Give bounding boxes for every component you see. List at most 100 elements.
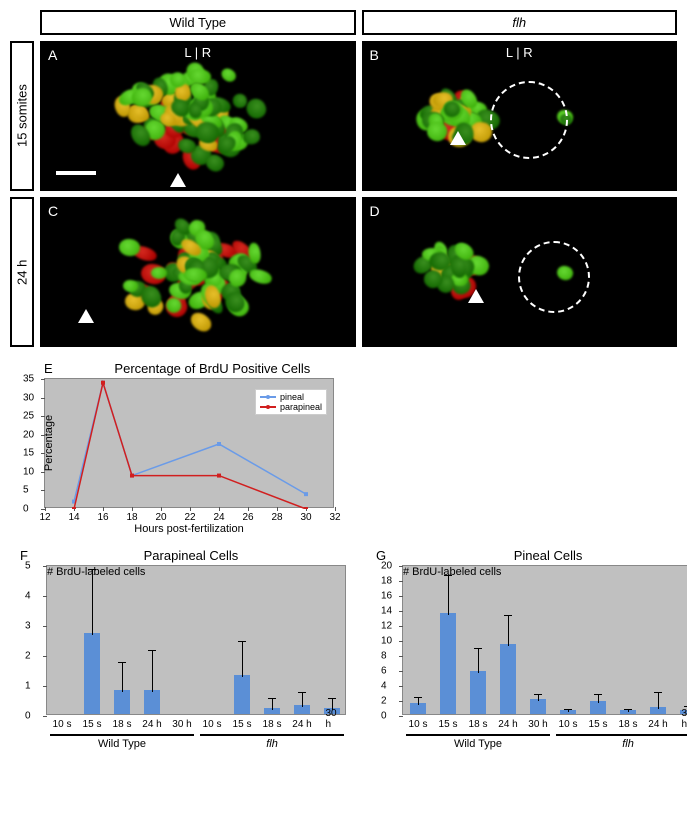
- section-label-e: E: [44, 361, 53, 376]
- dashed-circle-annotation: [490, 81, 568, 159]
- ytick-label: 14: [381, 606, 392, 617]
- x-axis-label: Hours post-fertilization: [134, 523, 243, 535]
- ytick-label: 18: [381, 576, 392, 587]
- ytick-label: 16: [381, 591, 392, 602]
- micrograph-panel-b: B L | R: [362, 41, 678, 191]
- legend-label: pineal: [280, 392, 304, 402]
- micrograph-grid: Wild Type flh 15 somites AL | R BL | R 2…: [10, 10, 677, 347]
- arrowhead-icon: [468, 289, 484, 303]
- lr-label: L | R: [506, 45, 533, 60]
- xtick-label: 10 s: [409, 719, 428, 730]
- ytick-label: 8: [381, 651, 387, 662]
- ytick-label: 30: [23, 392, 34, 403]
- group-label: flh: [622, 738, 634, 750]
- bar: [144, 690, 160, 714]
- xtick-label: 18 s: [619, 719, 638, 730]
- xtick-label: 15 s: [83, 719, 102, 730]
- xtick-label: 10 s: [203, 719, 222, 730]
- xtick-label: 16: [97, 512, 108, 523]
- xtick-label: 12: [39, 512, 50, 523]
- ytick-label: 20: [23, 429, 34, 440]
- ytick-label: 0: [23, 504, 29, 515]
- xtick-label: 15 s: [589, 719, 608, 730]
- ytick-label: 15: [23, 448, 34, 459]
- bar: [84, 633, 100, 714]
- bar: [470, 671, 486, 714]
- xtick-label: 26: [242, 512, 253, 523]
- xtick-label: 28: [271, 512, 282, 523]
- bar: [114, 690, 130, 714]
- bar-plot: 01234510 s15 s18 s24 h30 h10 s15 s18 s24…: [46, 565, 346, 715]
- xtick-label: 22: [184, 512, 195, 523]
- chart-e-block: E Percentage of BrdU Positive Cells 0510…: [44, 361, 364, 508]
- xtick-label: 14: [68, 512, 79, 523]
- ytick-label: 10: [23, 466, 34, 477]
- legend-label: parapineal: [280, 402, 322, 412]
- bar-row: FParapineal Cells01234510 s15 s18 s24 h3…: [20, 548, 677, 715]
- panel-label: B: [370, 47, 379, 63]
- xtick-label: 18: [126, 512, 137, 523]
- ytick-label: 25: [23, 411, 34, 422]
- ytick-label: 6: [381, 666, 387, 677]
- ytick-label: 5: [25, 561, 31, 572]
- ytick-label: 0: [25, 711, 31, 722]
- xtick-label: 30 h: [326, 708, 339, 730]
- group-label: Wild Type: [454, 738, 502, 750]
- ytick-label: 5: [23, 485, 29, 496]
- ytick-label: 12: [381, 621, 392, 632]
- y-axis-label: Percentage: [43, 415, 55, 471]
- scale-bar: [56, 171, 96, 175]
- xtick-label: 15 s: [439, 719, 458, 730]
- xtick-label: 18 s: [263, 719, 282, 730]
- xtick-label: 30 h: [682, 708, 687, 730]
- panel-label: C: [48, 203, 58, 219]
- bar: [530, 699, 546, 714]
- arrowhead-icon: [170, 173, 186, 187]
- ytick-label: 3: [25, 621, 31, 632]
- xtick-label: 10 s: [53, 719, 72, 730]
- ytick-label: 1: [25, 681, 31, 692]
- row-header-24h: 24 h: [10, 197, 34, 347]
- panel-label: A: [48, 47, 57, 63]
- ytick-label: 35: [23, 374, 34, 385]
- micrograph-panel-a: AL | R: [40, 41, 356, 191]
- arrowhead-icon: [450, 131, 466, 145]
- xtick-label: 20: [155, 512, 166, 523]
- chart-title: Parapineal Cells: [36, 548, 346, 563]
- xtick-label: 32: [329, 512, 340, 523]
- xtick-label: 24: [213, 512, 224, 523]
- chart-title: Pineal Cells: [394, 548, 687, 563]
- ytick-label: 4: [381, 681, 387, 692]
- xtick-label: 30: [300, 512, 311, 523]
- bar: [500, 644, 516, 714]
- arrowhead-icon: [78, 309, 94, 323]
- ytick-label: 2: [381, 696, 387, 707]
- xtick-label: 24 h: [142, 719, 161, 730]
- chart-legend: pinealparapineal: [255, 389, 327, 415]
- xtick-label: 10 s: [559, 719, 578, 730]
- xtick-label: 18 s: [469, 719, 488, 730]
- col-header-wt: Wild Type: [40, 10, 356, 35]
- bar: [440, 613, 456, 714]
- bar-plot: 0246810121416182010 s15 s18 s24 h30 h10 …: [402, 565, 687, 715]
- ytick-label: 10: [381, 636, 392, 647]
- chart-g-block: GPineal Cells0246810121416182010 s15 s18…: [376, 548, 687, 715]
- xtick-label: 24 h: [292, 719, 311, 730]
- chart-e-plot: 051015202530351214161820222426283032Perc…: [44, 378, 334, 508]
- xtick-label: 24 h: [498, 719, 517, 730]
- panel-label: D: [370, 203, 380, 219]
- xtick-label: 18 s: [113, 719, 132, 730]
- y-axis-label: # BrdU-labeled cells: [403, 566, 687, 578]
- xtick-label: 30 h: [528, 719, 547, 730]
- xtick-label: 30 h: [172, 719, 191, 730]
- ytick-label: 0: [381, 711, 387, 722]
- bar: [234, 675, 250, 714]
- xtick-label: 24 h: [648, 719, 667, 730]
- micrograph-panel-d: D: [362, 197, 678, 347]
- group-label: flh: [266, 738, 278, 750]
- micrograph-panel-c: C: [40, 197, 356, 347]
- ytick-label: 20: [381, 561, 392, 572]
- row-header-15s: 15 somites: [10, 41, 34, 191]
- group-label: Wild Type: [98, 738, 146, 750]
- chart-e-title: Percentage of BrdU Positive Cells: [61, 361, 364, 376]
